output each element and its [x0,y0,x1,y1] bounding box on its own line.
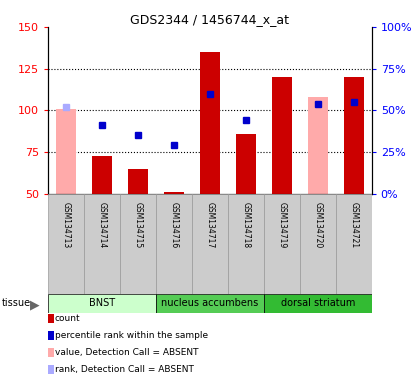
Title: GDS2344 / 1456744_x_at: GDS2344 / 1456744_x_at [131,13,289,26]
Text: GSM134718: GSM134718 [241,202,250,248]
Bar [336,194,372,294]
Text: GSM134715: GSM134715 [134,202,143,248]
Bar [192,194,228,294]
Bar [344,77,364,194]
Bar [48,294,156,313]
Text: GSM134714: GSM134714 [98,202,107,248]
Text: count: count [55,314,80,323]
Bar [48,194,84,294]
Text: percentile rank within the sample: percentile rank within the sample [55,331,208,340]
Bar [164,192,184,194]
Bar [236,134,256,194]
Bar [156,294,264,313]
Text: GSM134717: GSM134717 [205,202,215,248]
Bar [200,52,220,194]
Text: value, Detection Call = ABSENT: value, Detection Call = ABSENT [55,348,198,357]
Bar [228,194,264,294]
Text: tissue: tissue [2,298,31,308]
Text: dorsal striatum: dorsal striatum [281,298,355,308]
Bar [56,109,76,194]
Text: GSM134720: GSM134720 [313,202,322,248]
Bar [272,77,292,194]
Text: GSM134719: GSM134719 [277,202,286,248]
Bar [308,97,328,194]
Text: BNST: BNST [89,298,115,308]
Text: GSM134716: GSM134716 [170,202,178,248]
Text: GSM134713: GSM134713 [62,202,71,248]
Bar [128,169,148,194]
Bar [264,194,300,294]
Bar [120,194,156,294]
Text: GSM134721: GSM134721 [349,202,358,248]
Text: ▶: ▶ [30,299,40,312]
Bar [156,194,192,294]
Bar [300,194,336,294]
Bar [84,194,120,294]
Bar [264,294,372,313]
Text: nucleus accumbens: nucleus accumbens [161,298,259,308]
Bar [92,156,112,194]
Text: rank, Detection Call = ABSENT: rank, Detection Call = ABSENT [55,365,194,374]
